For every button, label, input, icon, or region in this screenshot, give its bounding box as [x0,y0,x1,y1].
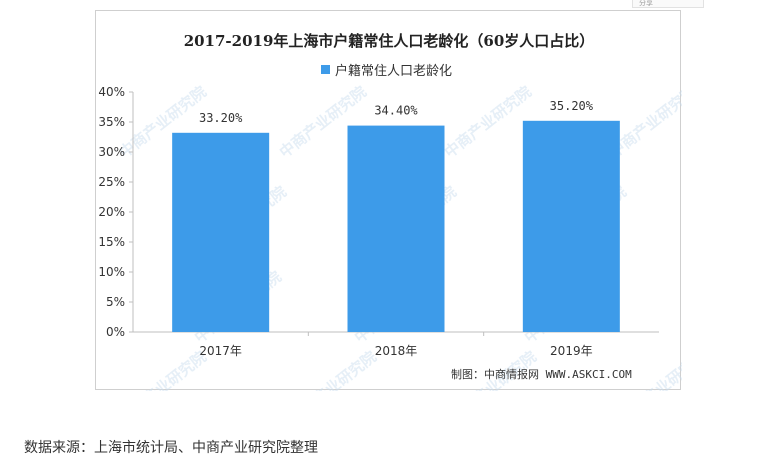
y-tick-label: 30% [98,145,125,159]
y-tick-label: 15% [98,235,125,249]
watermark-text: 中商产业研究院 [286,348,380,391]
chart-title: 2017-2019年上海市户籍常住人口老龄化（60岁人口占比） [183,32,595,50]
y-tick-label: 20% [98,205,125,219]
y-tick-label: 25% [98,175,125,189]
x-tick-label: 2019年 [550,344,593,358]
bar [347,125,445,332]
legend-label: 户籍常住人口老龄化 [335,64,453,79]
legend-swatch [321,65,330,74]
bar [172,132,270,332]
bar-value-label: 34.40% [374,104,418,118]
y-tick-label: 0% [106,325,125,339]
share-badge[interactable]: 分享 [632,0,704,8]
x-tick-label: 2018年 [375,344,418,358]
data-source-text: 数据来源：上海市统计局、中商产业研究院整理 [24,440,318,456]
bar-value-label: 35.20% [550,99,594,113]
chart-credit: 制图：中商情报网 WWW.ASKCI.COM [451,368,632,381]
y-tick-label: 5% [106,295,125,309]
watermark-text: 中商产业研究院 [441,83,535,162]
chart-frame: 2017-2019年上海市户籍常住人口老龄化（60岁人口占比） 户籍常住人口老龄… [95,10,682,391]
bar-value-label: 33.20% [199,111,243,125]
y-tick-label: 10% [98,265,125,279]
chart-legend: 户籍常住人口老龄化 [321,60,452,79]
watermark-text: 中商产业研究院 [116,348,210,391]
y-tick-label: 35% [98,115,125,129]
bar [522,120,620,332]
x-tick-label: 2017年 [199,344,242,358]
y-tick-label: 40% [98,85,125,99]
